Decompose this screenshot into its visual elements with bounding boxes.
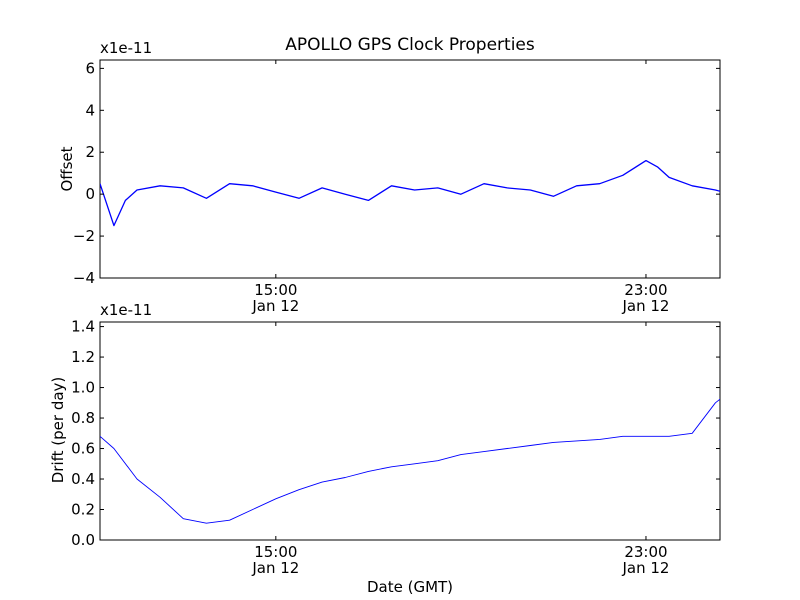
offset-ytick-label: −4 — [73, 269, 95, 287]
offset-multiplier: x1e-11 — [100, 39, 152, 57]
drift-ytick-label: 0.4 — [71, 470, 95, 488]
drift-series-line — [100, 398, 720, 524]
offset-xtick-time-label: 23:00 — [624, 281, 667, 299]
figure-title: APOLLO GPS Clock Properties — [285, 35, 535, 55]
offset-ytick-label: −2 — [73, 227, 95, 245]
drift-subplot: x1e-11 Drift (per day) 0.0 0.2 0.4 0.6 0.8 1.… — [49, 301, 721, 577]
drift-ytick-label: 1.4 — [71, 318, 95, 336]
offset-ytick-label: 6 — [85, 59, 95, 77]
drift-xtick-time-label: 23:00 — [624, 543, 667, 561]
drift-xtick-time-label: 15:00 — [254, 543, 297, 561]
drift-ytick-label: 0.2 — [71, 501, 95, 519]
offset-series-line — [100, 159, 720, 227]
drift-ylabel: Drift (per day) — [49, 377, 67, 484]
offset-ytick-label: 2 — [85, 143, 95, 161]
drift-multiplier: x1e-11 — [100, 301, 152, 319]
offset-xtick-date-label: Jan 12 — [621, 297, 669, 315]
drift-xtick-date-label: Jan 12 — [621, 559, 669, 577]
drift-xtick-date-label: Jan 12 — [251, 559, 299, 577]
drift-ytick-label: 0.8 — [71, 409, 95, 427]
drift-ytick-label: 0.0 — [71, 531, 95, 549]
offset-ylabel: Offset — [58, 146, 76, 191]
drift-ytick-label: 0.6 — [71, 440, 95, 458]
offset-xtick-date-label: Jan 12 — [251, 297, 299, 315]
offset-xtick-time-label: 15:00 — [254, 281, 297, 299]
offset-axes-frame — [99, 59, 721, 279]
offset-ytick-label: 0 — [85, 185, 95, 203]
drift-ytick-label: 1.2 — [71, 348, 95, 366]
offset-ytick-label: 4 — [85, 101, 95, 119]
drift-ytick-label: 1.0 — [71, 379, 95, 397]
drift-axes-frame — [99, 321, 721, 541]
x-axis-label: Date (GMT) — [367, 578, 453, 596]
